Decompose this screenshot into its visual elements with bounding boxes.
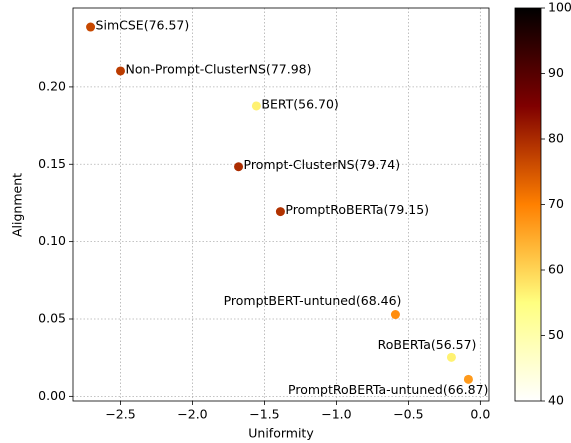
colorbar-tick-label: 60: [548, 262, 564, 277]
point-label: Non-Prompt-ClusterNS(77.98): [126, 61, 312, 76]
point-label: SimCSE(76.57): [96, 18, 190, 33]
x-tick-label: −1.0: [321, 407, 351, 422]
x-tick-label: 0.0: [470, 407, 490, 422]
point-label: PromptBERT-untuned(68.46): [224, 293, 402, 308]
colorbar-tick-label: 80: [548, 131, 564, 146]
x-tick-label: −2.0: [177, 407, 207, 422]
colorbar: [514, 7, 542, 402]
point: [463, 374, 473, 384]
x-tick-label: −1.5: [249, 407, 279, 422]
y-tick-label: 0.15: [38, 156, 66, 171]
y-tick-label: 0.10: [38, 233, 66, 248]
point-label: PromptRoBERTa-untuned(66.87): [288, 382, 488, 397]
x-tick-label: −2.5: [105, 407, 135, 422]
y-tick-label: 0.20: [38, 78, 66, 93]
point: [390, 310, 400, 320]
point-label: RoBERTa(56.57): [378, 337, 477, 352]
y-axis-label: Alignment: [10, 173, 25, 237]
point: [251, 101, 261, 111]
point-label: PromptRoBERTa(79.15): [285, 202, 429, 217]
y-tick-label: 0.00: [38, 388, 66, 403]
point-label: BERT(56.70): [261, 96, 338, 111]
colorbar-tick-label: 50: [548, 327, 564, 342]
point: [86, 22, 96, 32]
colorbar-tick-label: 100: [548, 0, 571, 15]
point: [234, 162, 244, 172]
plot-frame: [72, 7, 490, 402]
point: [446, 352, 456, 362]
point: [116, 66, 126, 76]
y-tick-label: 0.05: [38, 310, 66, 325]
colorbar-tick-label: 40: [548, 393, 564, 408]
point: [275, 207, 285, 217]
x-axis-label: Uniformity: [248, 426, 314, 441]
colorbar-tick-label: 90: [548, 65, 564, 80]
x-tick-label: −0.5: [393, 407, 423, 422]
point-label: Prompt-ClusterNS(79.74): [244, 157, 401, 172]
colorbar-tick-label: 70: [548, 196, 564, 211]
